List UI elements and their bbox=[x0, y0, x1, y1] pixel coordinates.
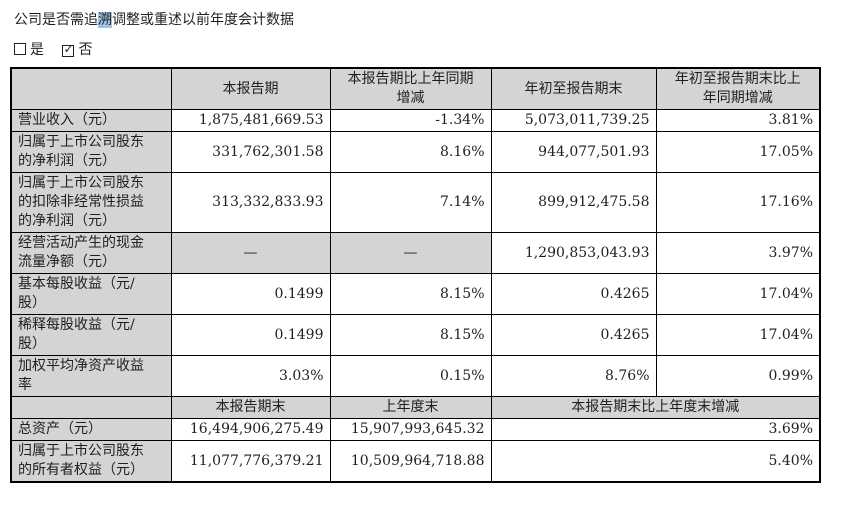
value-current-change: 8.16% bbox=[329, 131, 492, 173]
check-mark-icon: ✓ bbox=[63, 42, 74, 56]
header-current-period: 本报告期 bbox=[170, 67, 331, 110]
question-suffix: 调整或重述以前年度会计数据 bbox=[112, 12, 294, 28]
value-ytd-change: 0.99% bbox=[655, 355, 821, 397]
table-row-basic-eps: 基本每股收益（元/ 股） 0.1499 8.15% 0.4265 17.04% bbox=[10, 273, 821, 315]
row-label: 营业收入（元） bbox=[10, 109, 172, 132]
value-ytd-change: 17.04% bbox=[655, 273, 821, 315]
question-prefix: 公司是否需追 bbox=[14, 12, 98, 28]
value-current: — bbox=[170, 232, 331, 274]
value-current: 0.1499 bbox=[170, 273, 331, 315]
table-row-deducted-net-profit: 归属于上市公司股东 的扣除非经常性损益 的净利润（元） 313,332,833.… bbox=[10, 172, 821, 233]
table-row-revenue: 营业收入（元） 1,875,481,669.53 -1.34% 5,073,01… bbox=[10, 109, 821, 132]
row-label: 总资产（元） bbox=[10, 418, 172, 441]
value-current: 331,762,301.58 bbox=[170, 131, 331, 173]
value-period-end: 16,494,906,275.49 bbox=[170, 418, 331, 441]
question-text: 公司是否需追溯调整或重述以前年度会计数据 bbox=[14, 11, 831, 29]
yes-label: 是 bbox=[30, 42, 44, 58]
value-current-change: — bbox=[329, 232, 492, 274]
row-label: 归属于上市公司股东 的所有者权益（元） bbox=[10, 440, 172, 483]
header-prev-year-end: 上年度末 bbox=[329, 396, 492, 419]
value-ytd-change: 17.16% bbox=[655, 172, 821, 233]
row-label: 归属于上市公司股东 的净利润（元） bbox=[10, 131, 172, 173]
value-ytd-change: 3.97% bbox=[655, 232, 821, 274]
row-label: 归属于上市公司股东 的扣除非经常性损益 的净利润（元） bbox=[10, 172, 172, 233]
value-ytd-change: 17.05% bbox=[655, 131, 821, 173]
value-end-change: 3.69% bbox=[490, 418, 821, 441]
header-period-end: 本报告期末 bbox=[170, 396, 331, 419]
value-current: 1,875,481,669.53 bbox=[170, 109, 331, 132]
table-row-total-assets: 总资产（元） 16,494,906,275.49 15,907,993,645.… bbox=[10, 418, 821, 441]
value-current: 313,332,833.93 bbox=[170, 172, 331, 233]
value-current: 0.1499 bbox=[170, 314, 331, 356]
corner-cell bbox=[10, 67, 172, 110]
row-label: 经营活动产生的现金 流量净额（元） bbox=[10, 232, 172, 274]
table-row-diluted-eps: 稀释每股收益（元/ 股） 0.1499 8.15% 0.4265 17.04% bbox=[10, 314, 821, 356]
value-current-change: 8.15% bbox=[329, 273, 492, 315]
table-row-net-profit: 归属于上市公司股东 的净利润（元） 331,762,301.58 8.16% 9… bbox=[10, 131, 821, 173]
value-prev-year-end: 15,907,993,645.32 bbox=[329, 418, 492, 441]
checked-checkbox-icon: ✓ bbox=[62, 42, 75, 57]
no-label: 否 bbox=[78, 42, 93, 58]
table-row-owners-equity: 归属于上市公司股东 的所有者权益（元） 11,077,776,379.21 10… bbox=[10, 440, 821, 483]
row-label: 基本每股收益（元/ 股） bbox=[10, 273, 172, 315]
report-page: 公司是否需追溯调整或重述以前年度会计数据 是 ✓ 否 本报告期 本报告期比上年同期… bbox=[0, 11, 845, 483]
row-label: 稀释每股收益（元/ 股） bbox=[10, 314, 172, 356]
value-end-change: 5.40% bbox=[490, 440, 821, 483]
financial-summary-table: 本报告期 本报告期比上年同期 增减 年初至报告期末 年初至报告期末比上 年同期增… bbox=[10, 67, 821, 483]
value-ytd: 0.4265 bbox=[490, 314, 657, 356]
unchecked-checkbox-icon bbox=[14, 43, 26, 55]
section2-header-row: 本报告期末 上年度末 本报告期末比上年度末增减 bbox=[10, 396, 821, 419]
value-current-change: 8.15% bbox=[329, 314, 492, 356]
value-ytd-change: 17.04% bbox=[655, 314, 821, 356]
section1-header-row: 本报告期 本报告期比上年同期 增减 年初至报告期末 年初至报告期末比上 年同期增… bbox=[10, 67, 821, 110]
header-end-change: 本报告期末比上年度末增减 bbox=[490, 396, 821, 419]
option-yes: 是 bbox=[14, 42, 44, 58]
value-ytd: 899,912,475.58 bbox=[490, 172, 657, 233]
value-prev-year-end: 10,509,964,718.88 bbox=[329, 440, 492, 483]
value-period-end: 11,077,776,379.21 bbox=[170, 440, 331, 483]
corner-cell bbox=[10, 396, 172, 419]
header-current-change: 本报告期比上年同期 增减 bbox=[329, 67, 492, 110]
table-row-weighted-roe: 加权平均净资产收益 率 3.03% 0.15% 8.76% 0.99% bbox=[10, 355, 821, 397]
search-highlight: 溯 bbox=[98, 12, 112, 28]
value-ytd: 5,073,011,739.25 bbox=[490, 109, 657, 132]
value-ytd: 8.76% bbox=[490, 355, 657, 397]
header-ytd-change: 年初至报告期末比上 年同期增减 bbox=[655, 67, 821, 110]
value-ytd-change: 3.81% bbox=[655, 109, 821, 132]
value-ytd: 944,077,501.93 bbox=[490, 131, 657, 173]
header-ytd: 年初至报告期末 bbox=[490, 67, 657, 110]
table-row-operating-cash-flow: 经营活动产生的现金 流量净额（元） — — 1,290,853,043.93 3… bbox=[10, 232, 821, 274]
value-current-change: 7.14% bbox=[329, 172, 492, 233]
value-current: 3.03% bbox=[170, 355, 331, 397]
value-current-change: 0.15% bbox=[329, 355, 492, 397]
row-label: 加权平均净资产收益 率 bbox=[10, 355, 172, 397]
value-ytd: 1,290,853,043.93 bbox=[490, 232, 657, 274]
options-row: 是 ✓ 否 bbox=[14, 41, 831, 59]
option-no: ✓ 否 bbox=[62, 42, 92, 58]
value-ytd: 0.4265 bbox=[490, 273, 657, 315]
value-current-change: -1.34% bbox=[329, 109, 492, 132]
